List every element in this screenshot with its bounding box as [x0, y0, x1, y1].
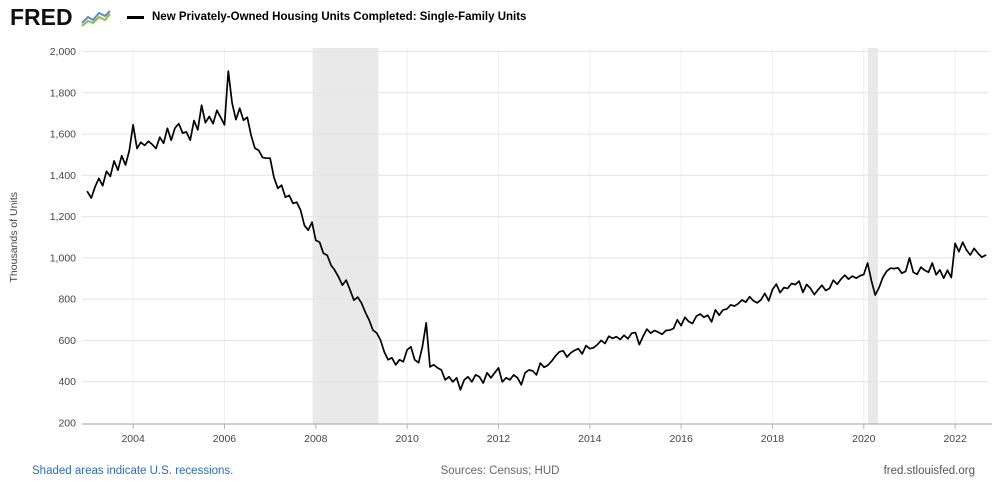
y-tick-label: 200 — [58, 418, 76, 430]
x-tick-label: 2004 — [121, 433, 145, 445]
series-color-dash-icon — [127, 15, 144, 19]
site-text: fred.stlouisfed.org — [883, 465, 975, 477]
y-tick-label: 2,000 — [50, 46, 76, 58]
x-tick-label: 2022 — [943, 433, 967, 445]
y-axis-title: Thousands of Units — [8, 192, 20, 282]
x-tick-label: 2018 — [761, 433, 785, 445]
y-tick-label: 600 — [58, 335, 76, 347]
x-tick-label: 2012 — [487, 433, 511, 445]
series-title: New Privately-Owned Housing Units Comple… — [152, 11, 527, 23]
recessions-note-link[interactable]: Shaded areas indicate U.S. recessions. — [32, 465, 234, 477]
x-tick-label: 2020 — [852, 433, 876, 445]
chart-header: FRED New Privately-Owned Housing Units C… — [0, 0, 1000, 36]
y-tick-label: 1,000 — [50, 252, 76, 264]
y-tick-label: 1,600 — [50, 129, 76, 141]
recession-band — [867, 48, 878, 424]
x-tick-label: 2014 — [578, 433, 602, 445]
sources-text: Sources: Census; HUD — [440, 465, 560, 477]
x-tick-label: 2010 — [395, 433, 419, 445]
series-legend: New Privately-Owned Housing Units Comple… — [127, 11, 526, 23]
y-tick-label: 400 — [58, 376, 76, 388]
chart-footer: Shaded areas indicate U.S. recessions. S… — [0, 462, 1000, 484]
x-tick-label: 2006 — [213, 433, 237, 445]
fred-sparkline-icon — [81, 10, 111, 27]
y-tick-label: 800 — [58, 294, 76, 306]
y-tick-label: 1,800 — [50, 87, 76, 99]
x-tick-label: 2008 — [304, 433, 328, 445]
x-tick-label: 2016 — [669, 433, 693, 445]
series-line — [86, 70, 987, 391]
fred-logo[interactable]: FRED — [10, 4, 73, 30]
recession-band — [312, 48, 379, 424]
y-tick-label: 1,200 — [50, 211, 76, 223]
y-tick-label: 1,400 — [50, 170, 76, 182]
